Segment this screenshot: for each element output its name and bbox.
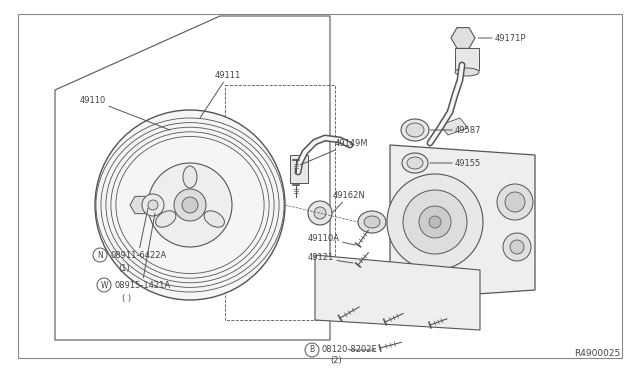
Text: R4900025: R4900025 bbox=[573, 349, 620, 358]
Text: B: B bbox=[309, 346, 315, 355]
Ellipse shape bbox=[401, 119, 429, 141]
Circle shape bbox=[308, 201, 332, 225]
Polygon shape bbox=[315, 255, 480, 330]
Polygon shape bbox=[440, 118, 468, 135]
Circle shape bbox=[148, 200, 158, 210]
Text: 49155: 49155 bbox=[430, 158, 481, 167]
Ellipse shape bbox=[402, 153, 428, 173]
FancyBboxPatch shape bbox=[290, 155, 308, 183]
Text: (2): (2) bbox=[330, 356, 342, 365]
Text: 49110A: 49110A bbox=[308, 234, 355, 245]
Text: 08911-6422A: 08911-6422A bbox=[110, 208, 166, 260]
Text: ( ): ( ) bbox=[122, 294, 131, 302]
Text: 49110: 49110 bbox=[80, 96, 170, 130]
Text: 49162N: 49162N bbox=[332, 190, 365, 213]
Polygon shape bbox=[130, 196, 150, 214]
Ellipse shape bbox=[406, 123, 424, 137]
Circle shape bbox=[503, 233, 531, 261]
FancyBboxPatch shape bbox=[455, 48, 479, 70]
Text: 49149M: 49149M bbox=[300, 138, 369, 165]
Polygon shape bbox=[451, 28, 475, 48]
Circle shape bbox=[95, 110, 285, 300]
Text: N: N bbox=[97, 250, 103, 260]
Circle shape bbox=[174, 189, 206, 221]
Ellipse shape bbox=[358, 211, 386, 233]
Ellipse shape bbox=[156, 211, 176, 227]
Text: 49111: 49111 bbox=[200, 71, 241, 118]
Polygon shape bbox=[390, 145, 535, 300]
Text: 49121: 49121 bbox=[308, 253, 353, 263]
Circle shape bbox=[510, 240, 524, 254]
Text: 08915-1421A: 08915-1421A bbox=[114, 213, 170, 289]
Ellipse shape bbox=[407, 157, 423, 169]
Ellipse shape bbox=[364, 216, 380, 228]
Circle shape bbox=[497, 184, 533, 220]
Circle shape bbox=[148, 163, 232, 247]
Circle shape bbox=[182, 197, 198, 213]
Text: W: W bbox=[100, 280, 108, 289]
Text: 49587: 49587 bbox=[430, 125, 481, 135]
Circle shape bbox=[419, 206, 451, 238]
Text: 49171P: 49171P bbox=[478, 33, 527, 42]
Circle shape bbox=[142, 194, 164, 216]
Circle shape bbox=[314, 207, 326, 219]
Ellipse shape bbox=[455, 68, 479, 76]
Circle shape bbox=[403, 190, 467, 254]
Text: 08120-8202E: 08120-8202E bbox=[322, 346, 378, 355]
Circle shape bbox=[429, 216, 441, 228]
Circle shape bbox=[387, 174, 483, 270]
Ellipse shape bbox=[183, 166, 197, 188]
Text: (1): (1) bbox=[118, 263, 130, 273]
Ellipse shape bbox=[204, 211, 225, 227]
Circle shape bbox=[505, 192, 525, 212]
